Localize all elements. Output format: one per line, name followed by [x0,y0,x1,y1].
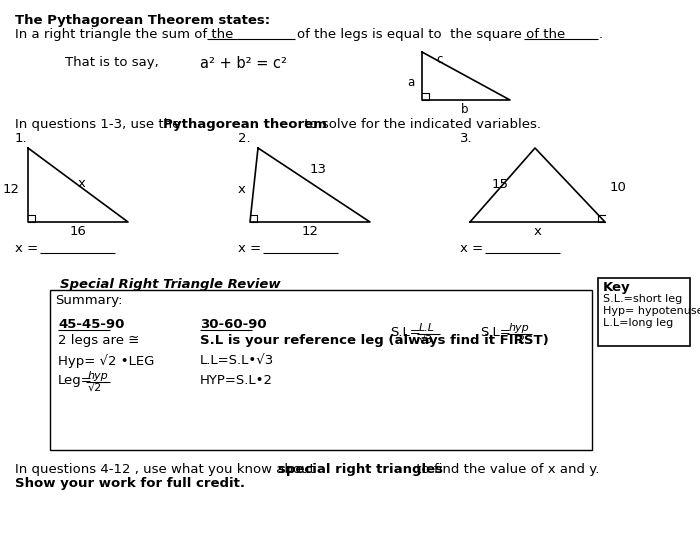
Text: to solve for the indicated variables.: to solve for the indicated variables. [300,118,541,131]
Text: b: b [461,103,469,116]
Text: hyp: hyp [509,323,530,333]
Text: S.L=: S.L= [480,326,511,339]
Text: 2.: 2. [238,132,251,145]
Text: special right triangles: special right triangles [278,463,443,476]
Text: to find the value of x and y.: to find the value of x and y. [412,463,599,476]
Text: .: . [599,28,603,41]
Text: a² + b² = c²: a² + b² = c² [200,56,287,71]
Text: 16: 16 [69,225,86,238]
Text: Special Right Triangle Review: Special Right Triangle Review [60,278,281,291]
Text: 45-45-90: 45-45-90 [58,318,125,331]
Text: hyp: hyp [88,371,108,381]
Text: x =: x = [460,242,487,255]
Text: S.L is your reference leg (always find it FIRST): S.L is your reference leg (always find i… [200,334,549,347]
Text: Leg=: Leg= [58,374,92,387]
Text: √3: √3 [419,335,433,345]
Text: c: c [436,53,442,66]
Text: HYP=S.L•2: HYP=S.L•2 [200,374,273,387]
Text: Key: Key [603,281,631,294]
Text: Hyp= √2 •LEG: Hyp= √2 •LEG [58,354,155,368]
Text: In a right triangle the sum of the: In a right triangle the sum of the [15,28,237,41]
FancyBboxPatch shape [598,278,690,346]
Text: L.L=S.L•√3: L.L=S.L•√3 [200,354,274,367]
Text: Pythagorean theorem: Pythagorean theorem [163,118,327,131]
Text: of the legs is equal to  the square of the: of the legs is equal to the square of th… [297,28,570,41]
Text: That is to say,: That is to say, [65,56,159,69]
Text: a: a [407,76,415,89]
Text: L.L: L.L [419,323,435,333]
Text: S.L.=short leg: S.L.=short leg [603,294,682,304]
Text: x: x [534,225,542,238]
Text: 12: 12 [302,225,318,238]
Text: 30-60-90: 30-60-90 [200,318,267,331]
Text: x =: x = [238,242,265,255]
Text: 13: 13 [309,163,326,176]
Text: 1.: 1. [15,132,27,145]
Text: In questions 1-3, use the: In questions 1-3, use the [15,118,185,131]
Text: 10: 10 [610,181,627,194]
Text: Hyp= hypotenuse: Hyp= hypotenuse [603,306,700,316]
Text: 15: 15 [491,178,508,191]
Text: In questions 4-12 , use what you know about: In questions 4-12 , use what you know ab… [15,463,319,476]
FancyBboxPatch shape [50,290,592,450]
Text: L.L=long leg: L.L=long leg [603,318,673,328]
Text: √2: √2 [88,383,102,393]
Text: S.L=: S.L= [390,326,421,339]
Text: 2: 2 [517,335,524,345]
Text: 2 legs are ≅: 2 legs are ≅ [58,334,139,347]
Text: x: x [78,177,86,190]
Text: Summary:: Summary: [55,294,122,307]
Text: 12: 12 [3,183,20,196]
Text: x =: x = [15,242,43,255]
Text: Show your work for full credit.: Show your work for full credit. [15,477,245,490]
Text: 3.: 3. [460,132,473,145]
Text: x: x [237,183,245,196]
Text: The Pythagorean Theorem states:: The Pythagorean Theorem states: [15,14,270,27]
